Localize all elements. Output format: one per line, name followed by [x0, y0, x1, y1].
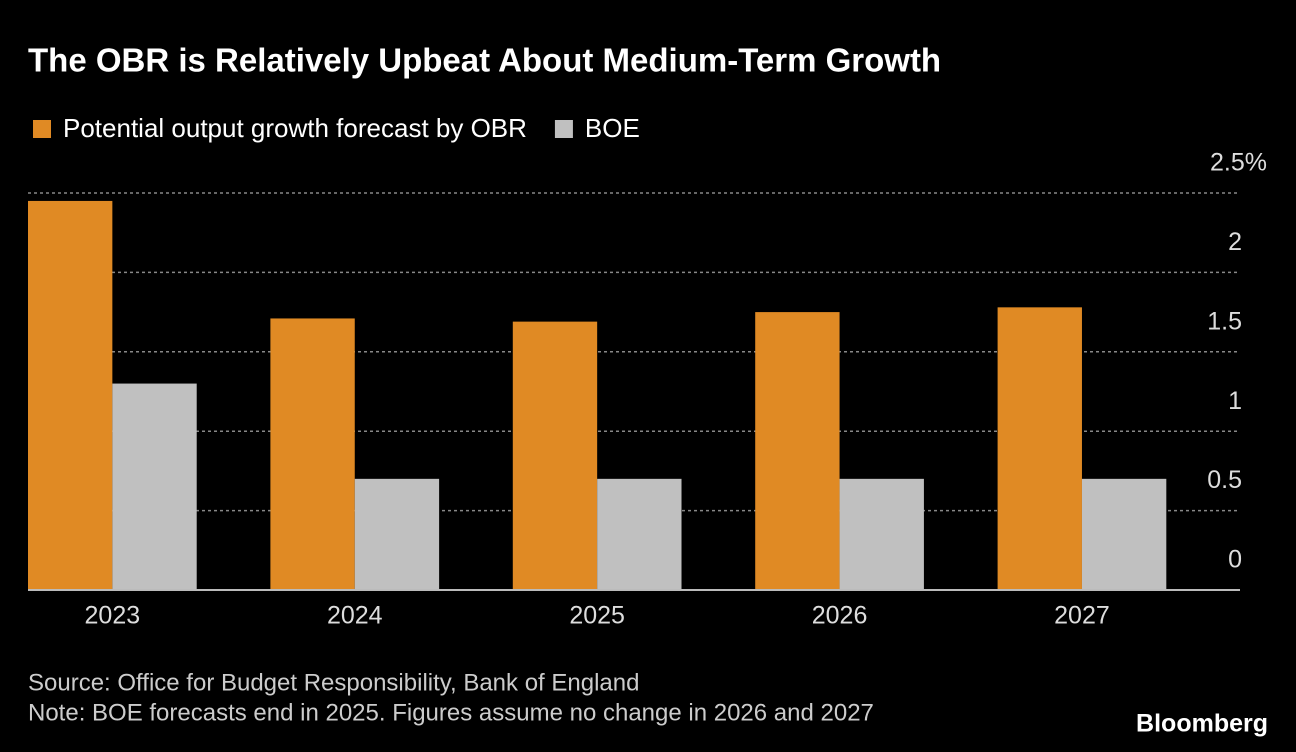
x-tick-label: 2027 [1054, 602, 1110, 630]
bar [354, 478, 440, 590]
bar [755, 312, 840, 590]
y-tick-label: 1 [1228, 387, 1242, 415]
x-tick-label: 2025 [569, 602, 625, 630]
chart-title: The OBR is Relatively Upbeat About Mediu… [28, 42, 941, 79]
bar [112, 383, 197, 590]
brand-logo: Bloomberg [1136, 710, 1268, 738]
bar [1081, 478, 1167, 590]
source: Source: Office for Budget Responsibility… [28, 669, 639, 696]
bar [597, 478, 682, 590]
note: Note: BOE forecasts end in 2025. Figures… [28, 699, 874, 726]
y-tick-label: 1.5 [1207, 307, 1242, 335]
legend-label: Potential output growth forecast by OBR [63, 113, 527, 143]
y-tick-label: 0.5 [1207, 466, 1242, 494]
y-tick-label: 0 [1228, 546, 1242, 574]
bar [997, 307, 1082, 590]
bar [512, 321, 598, 590]
y-tick-label: 2.5% [1210, 149, 1267, 177]
bar [270, 318, 355, 590]
bar [839, 478, 924, 590]
legend-swatch [33, 120, 51, 138]
legend-swatch [554, 120, 573, 138]
bar [28, 200, 113, 590]
x-tick-label: 2024 [327, 602, 383, 630]
y-tick-label: 2 [1228, 228, 1242, 256]
x-tick-label: 2023 [85, 602, 141, 630]
x-tick-label: 2026 [812, 602, 868, 630]
legend-label: BOE [585, 113, 640, 143]
